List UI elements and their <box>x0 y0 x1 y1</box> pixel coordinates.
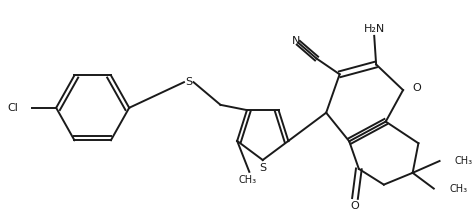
Text: Cl: Cl <box>8 103 19 113</box>
Text: H₂N: H₂N <box>363 24 385 34</box>
Text: CH₃: CH₃ <box>455 156 473 166</box>
Text: CH₃: CH₃ <box>449 184 467 194</box>
Text: O: O <box>351 201 360 211</box>
Text: N: N <box>292 36 301 46</box>
Text: O: O <box>413 83 421 93</box>
Text: S: S <box>185 77 192 87</box>
Text: CH₃: CH₃ <box>238 175 256 185</box>
Text: S: S <box>259 163 266 173</box>
